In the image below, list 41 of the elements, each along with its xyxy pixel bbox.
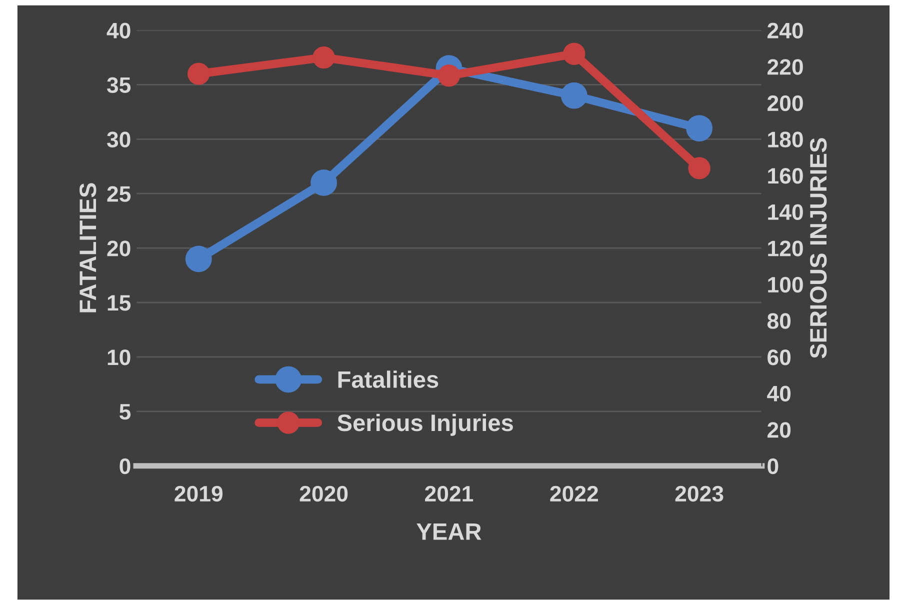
x-tick-label: 2020 [300, 486, 348, 502]
y2-tick-label: 160 [768, 168, 803, 184]
y-tick-label: 20 [107, 240, 130, 256]
y2-tick-label: 100 [768, 276, 803, 293]
y-tick-label: 0 [120, 458, 130, 474]
y2-axis-title: SERIOUS INJURIES [810, 138, 827, 358]
x-tick-label: 2019 [174, 486, 223, 502]
point [686, 115, 712, 142]
point [185, 246, 212, 272]
y2-tick-label: 240 [768, 22, 803, 39]
y2-tick-label: 80 [767, 313, 791, 329]
y2-tick-label: 140 [768, 204, 803, 220]
point [688, 157, 710, 180]
y-axis-title: FATALITIES [80, 183, 96, 312]
y2-tick-label: 180 [768, 132, 803, 148]
point [188, 62, 210, 85]
y2-tick-label: 60 [768, 349, 791, 366]
y-tick-label: 15 [108, 295, 131, 311]
y-tick-label: 35 [106, 77, 131, 93]
y-tick-label: 30 [106, 132, 130, 148]
legend-label: Fatalities [338, 370, 438, 388]
y-tick-label: 10 [108, 349, 130, 366]
x-tick-label: 2023 [675, 486, 724, 502]
point [312, 46, 335, 69]
point [310, 170, 337, 196]
point [438, 64, 460, 87]
x-tick-label: 2021 [425, 486, 474, 502]
x-axis-title: YEAR [416, 524, 482, 540]
y2-tick-label: 0 [768, 458, 778, 474]
y-tick-label: 5 [120, 404, 131, 420]
y2-tick-label: 120 [768, 240, 803, 256]
point [560, 82, 588, 109]
legend-label: Serious Injuries [337, 414, 513, 436]
y-tick-label: 40 [106, 22, 130, 39]
y2-tick-label: 220 [768, 59, 803, 75]
x-tick-label: 2022 [550, 486, 598, 502]
y2-tick-label: 200 [768, 95, 803, 112]
y-tick-label: 25 [107, 186, 131, 202]
y2-tick-label: 20 [768, 422, 791, 438]
point [563, 42, 586, 65]
y2-tick-label: 40 [767, 386, 791, 402]
